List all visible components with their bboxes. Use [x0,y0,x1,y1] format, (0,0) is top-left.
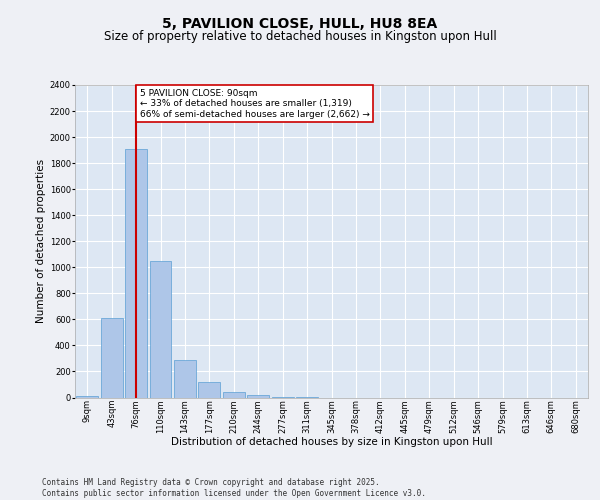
Y-axis label: Number of detached properties: Number of detached properties [35,159,46,324]
Bar [76,396,98,398]
Bar [101,318,122,398]
Bar [199,382,220,398]
Bar [247,395,269,398]
X-axis label: Distribution of detached houses by size in Kingston upon Hull: Distribution of detached houses by size … [170,437,493,447]
Bar [174,360,196,398]
Text: Contains HM Land Registry data © Crown copyright and database right 2025.
Contai: Contains HM Land Registry data © Crown c… [42,478,426,498]
Text: Size of property relative to detached houses in Kingston upon Hull: Size of property relative to detached ho… [104,30,496,43]
Bar [223,392,245,398]
Text: 5, PAVILION CLOSE, HULL, HU8 8EA: 5, PAVILION CLOSE, HULL, HU8 8EA [163,18,437,32]
Bar [149,262,172,398]
Bar [272,397,293,398]
Text: 5 PAVILION CLOSE: 90sqm
← 33% of detached houses are smaller (1,319)
66% of semi: 5 PAVILION CLOSE: 90sqm ← 33% of detache… [140,89,370,118]
Bar [125,149,147,398]
